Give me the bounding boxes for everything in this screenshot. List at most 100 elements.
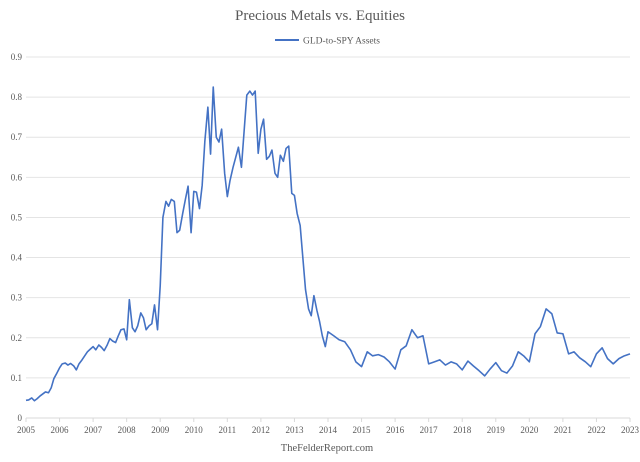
data-point — [235, 156, 237, 158]
data-point — [143, 317, 145, 319]
x-tick-label: 2022 — [587, 425, 605, 435]
data-point — [145, 329, 147, 331]
data-point — [243, 130, 245, 132]
data-point — [126, 339, 128, 341]
data-point — [266, 158, 268, 160]
x-tick-label: 2014 — [319, 425, 338, 435]
data-point — [36, 398, 38, 400]
data-point — [321, 335, 323, 337]
data-point — [333, 335, 335, 337]
data-point — [42, 393, 44, 395]
data-point — [103, 350, 105, 352]
data-point — [75, 369, 77, 371]
data-point — [95, 349, 97, 351]
data-point — [90, 348, 92, 350]
data-point — [319, 321, 321, 323]
y-tick-label: 0.3 — [11, 293, 23, 303]
data-point — [501, 370, 503, 372]
x-tick-label: 2020 — [520, 425, 539, 435]
data-point — [355, 361, 357, 363]
x-tick-label: 2010 — [185, 425, 204, 435]
data-point — [64, 362, 66, 364]
data-point — [249, 90, 251, 92]
x-tick-label: 2015 — [353, 425, 372, 435]
x-tick-label: 2006 — [51, 425, 70, 435]
data-point — [279, 154, 281, 156]
series-line-gld-to-spy — [25, 86, 631, 402]
x-tick-label: 2016 — [386, 425, 405, 435]
y-tick-label: 0 — [18, 413, 23, 423]
data-point — [285, 148, 287, 150]
data-point — [159, 285, 161, 287]
data-point — [294, 194, 296, 196]
data-point — [207, 106, 209, 108]
data-point — [151, 323, 153, 325]
data-point — [48, 392, 50, 394]
data-point — [528, 361, 530, 363]
data-point — [383, 356, 385, 358]
data-point — [596, 353, 598, 355]
data-point — [551, 313, 553, 315]
data-point — [260, 128, 262, 130]
data-point — [377, 354, 379, 356]
x-tick-label: 2021 — [554, 425, 572, 435]
data-point — [154, 304, 156, 306]
data-point — [517, 351, 519, 353]
data-point — [296, 213, 298, 215]
data-point — [506, 372, 508, 374]
data-point — [184, 198, 186, 200]
data-point — [422, 335, 424, 337]
data-point — [137, 325, 139, 327]
data-point — [361, 366, 363, 368]
gridlines — [26, 56, 630, 379]
data-point — [98, 344, 100, 346]
data-point — [310, 315, 312, 317]
data-point — [204, 140, 206, 142]
y-tick-label: 0.7 — [11, 132, 23, 142]
data-point — [101, 347, 103, 349]
data-point — [612, 363, 614, 365]
data-point — [512, 365, 514, 367]
data-point — [193, 190, 195, 192]
chart-title: Precious Metals vs. Equities — [235, 8, 405, 24]
data-point — [523, 355, 525, 357]
data-point — [212, 86, 214, 88]
y-tick-label: 0.1 — [11, 373, 22, 383]
data-point — [210, 153, 212, 155]
data-point — [148, 325, 150, 327]
data-point — [282, 160, 284, 162]
data-point — [590, 366, 592, 368]
data-point — [308, 308, 310, 310]
data-point — [556, 332, 558, 334]
data-point — [224, 172, 226, 174]
data-point — [196, 191, 198, 193]
data-point — [394, 368, 396, 370]
data-point — [123, 328, 125, 330]
y-tick-label: 0.4 — [11, 253, 23, 263]
data-point — [157, 329, 159, 331]
y-axis-ticks: 0 0.1 0.2 0.3 0.4 0.5 0.6 0.7 0.8 0.9 — [11, 52, 23, 423]
data-point — [618, 358, 620, 360]
data-point — [170, 198, 172, 200]
data-point — [182, 213, 184, 215]
data-point — [467, 360, 469, 362]
data-point — [428, 363, 430, 365]
data-point — [241, 166, 243, 168]
data-point — [584, 361, 586, 363]
data-point — [221, 128, 223, 130]
data-point — [128, 299, 130, 301]
legend: GLD-to-SPY Assets — [275, 37, 380, 47]
data-point — [562, 333, 564, 335]
data-point — [238, 146, 240, 148]
data-point — [400, 349, 402, 351]
data-point — [201, 184, 203, 186]
source-label: TheFelderReport.com — [281, 443, 373, 454]
y-tick-label: 0.9 — [11, 52, 23, 62]
data-point — [109, 338, 111, 340]
data-point — [140, 312, 142, 314]
data-point — [81, 359, 83, 361]
data-point — [59, 367, 61, 369]
data-point — [495, 362, 497, 364]
x-axis-ticks: 2005 2006 2007 2008 2009 2010 2011 2012 2013 2014… — [17, 418, 640, 435]
x-tick-label: 2009 — [151, 425, 170, 435]
